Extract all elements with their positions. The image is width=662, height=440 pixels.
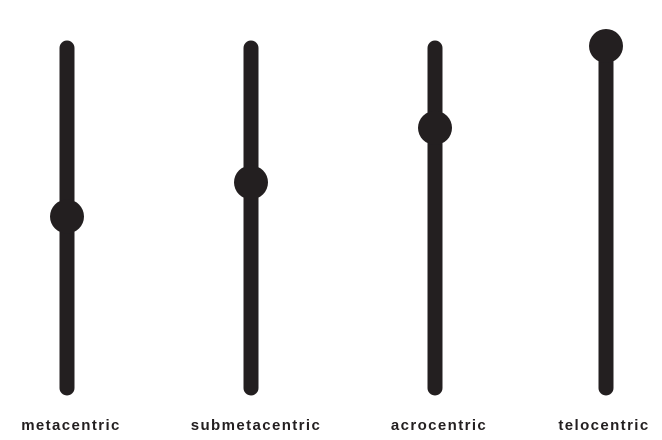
chromosome-label-acrocentric: acrocentric xyxy=(391,417,487,434)
chromosome-label-metacentric: metacentric xyxy=(21,417,121,434)
chromosome-label-telocentric: telocentric xyxy=(558,417,649,434)
centromere xyxy=(234,165,268,200)
chromosome-telocentric: telocentric xyxy=(558,29,649,434)
chromosome-submetacentric: submetacentric xyxy=(191,40,321,434)
chromosome-acrocentric: acrocentric xyxy=(391,40,487,434)
centromere xyxy=(50,199,84,234)
chromosome-label-submetacentric: submetacentric xyxy=(191,417,321,434)
centromere xyxy=(589,29,623,63)
chromosome-metacentric: metacentric xyxy=(21,40,121,434)
centromere xyxy=(418,110,452,145)
